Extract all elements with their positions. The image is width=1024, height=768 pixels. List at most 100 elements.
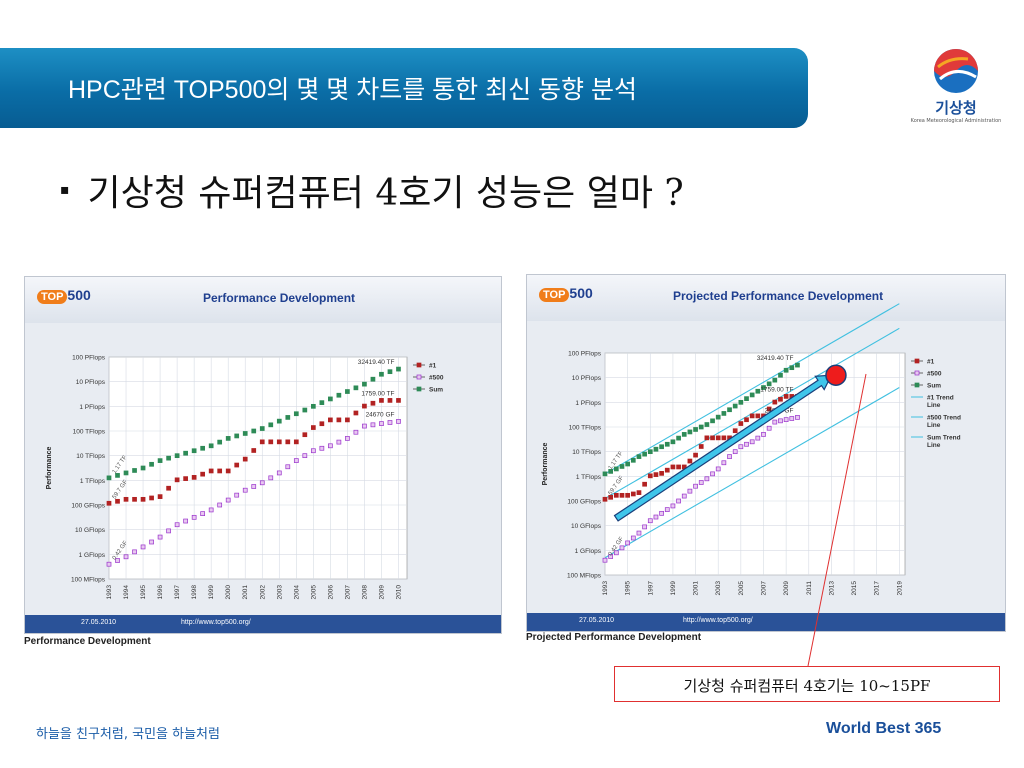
y-tick-label: 1 GFlops (79, 552, 106, 559)
data-point-n1 (234, 462, 240, 468)
data-point-n500 (795, 415, 800, 420)
data-point-sum (115, 473, 120, 478)
data-point-n1 (285, 439, 291, 445)
data-point-sum (183, 450, 188, 456)
data-point-n1 (362, 403, 367, 409)
data-point-n500 (259, 480, 265, 486)
x-tick-label: 2005 (310, 585, 317, 600)
legend-label: Sum (429, 387, 443, 394)
data-point-n500 (132, 549, 137, 555)
data-point-n500 (721, 460, 727, 466)
y-axis-label: Performance (46, 446, 53, 489)
legend-marker (914, 370, 920, 376)
legend-marker (416, 386, 422, 392)
data-point-n500 (749, 439, 755, 445)
y-tick-label: 100 TFlops (73, 429, 106, 436)
legend-marker (416, 374, 422, 380)
x-tick-label: 1995 (140, 585, 147, 600)
x-tick-label: 2013 (828, 581, 835, 596)
data-point-n500 (174, 522, 180, 528)
data-point-n500 (200, 511, 206, 516)
data-point-n1 (704, 435, 710, 441)
data-point-sum (328, 396, 333, 402)
data-point-n1 (387, 398, 393, 403)
data-point-n500 (379, 421, 384, 426)
data-point-sum (738, 399, 744, 405)
data-point-sum (715, 414, 721, 420)
x-tick-label: 2015 (851, 581, 858, 596)
callout-box: 기상청 슈퍼컴퓨터 4호기는 10~15PF (614, 666, 1000, 702)
x-tick-label: 2019 (896, 581, 903, 596)
data-point-n500 (115, 558, 120, 563)
data-point-n1 (608, 494, 614, 500)
data-point-sum (721, 411, 727, 416)
data-point-n500 (242, 487, 248, 493)
data-point-n1 (732, 428, 738, 434)
data-label: 24670 GF (366, 411, 395, 418)
data-point-sum (676, 435, 681, 441)
data-point-n500 (766, 425, 772, 431)
data-point-sum (659, 444, 664, 450)
data-point-n500 (106, 561, 112, 567)
data-point-n500 (319, 445, 325, 451)
data-point-n500 (613, 550, 619, 556)
data-point-n500 (619, 545, 625, 551)
data-point-sum (379, 371, 384, 377)
data-point-n500 (772, 419, 778, 425)
legend-marker (914, 358, 920, 364)
data-point-n1 (602, 496, 608, 502)
data-point-sum (704, 422, 710, 427)
data-point-n1 (302, 432, 308, 438)
data-point-sum (370, 376, 376, 382)
data-point-sum (106, 475, 112, 481)
y-tick-label: 100 MFlops (71, 577, 106, 584)
data-point-sum (647, 449, 653, 455)
panel-footer: 27.05.2010 http://www.top500.org/ (527, 613, 1005, 631)
legend-label: Sum (927, 383, 941, 390)
x-tick-label: 2000 (225, 585, 232, 600)
data-point-n500 (778, 418, 783, 424)
legend-label: #500 (429, 375, 444, 382)
data-point-sum (276, 418, 282, 424)
x-tick-label: 2004 (293, 585, 300, 600)
x-tick-label: 1999 (208, 585, 215, 600)
data-point-sum (362, 381, 367, 387)
data-point-n1 (106, 500, 112, 506)
data-point-n500 (653, 514, 659, 520)
y-tick-label: 100 PFlops (72, 355, 106, 362)
x-tick-label: 2010 (395, 585, 402, 600)
y-tick-label: 100 PFlops (568, 351, 602, 358)
projected-chart: 100 MFlops 1 GFlops 10 GFlops 100 GFlops 1 T… (542, 303, 961, 596)
data-point-n1 (721, 435, 727, 441)
data-point-sum (191, 448, 197, 454)
data-point-sum (225, 436, 231, 441)
data-point-n1 (693, 452, 698, 458)
data-point-n500 (687, 488, 693, 494)
data-point-sum (174, 453, 180, 459)
legend-label: #1 Trend (927, 395, 954, 402)
data-point-sum (285, 415, 291, 420)
bullet-text: 기상청 슈퍼컴퓨터 4호기 성능은 얼마 ? (87, 173, 684, 214)
data-point-n1 (149, 495, 154, 501)
y-tick-label: 1 TFlops (80, 478, 106, 485)
data-point-sum (602, 471, 608, 477)
data-point-sum (200, 445, 206, 451)
data-point-n500 (310, 448, 316, 454)
trend-line (604, 303, 900, 475)
legend-marker (914, 382, 920, 388)
data-point-sum (123, 470, 129, 476)
data-point-n1 (183, 476, 188, 481)
data-point-n500 (625, 540, 630, 546)
data-point-n500 (755, 435, 761, 441)
data-point-n500 (251, 484, 257, 489)
data-point-n500 (676, 498, 681, 504)
data-point-n500 (783, 417, 789, 422)
data-point-n1 (772, 399, 778, 405)
data-point-n1 (766, 406, 772, 412)
data-point-n1 (396, 398, 401, 403)
data-point-sum (387, 369, 393, 375)
data-point-sum (132, 468, 137, 473)
legend-label: #1 (429, 363, 437, 370)
data-point-n500 (123, 554, 129, 560)
data-point-sum (234, 433, 240, 439)
